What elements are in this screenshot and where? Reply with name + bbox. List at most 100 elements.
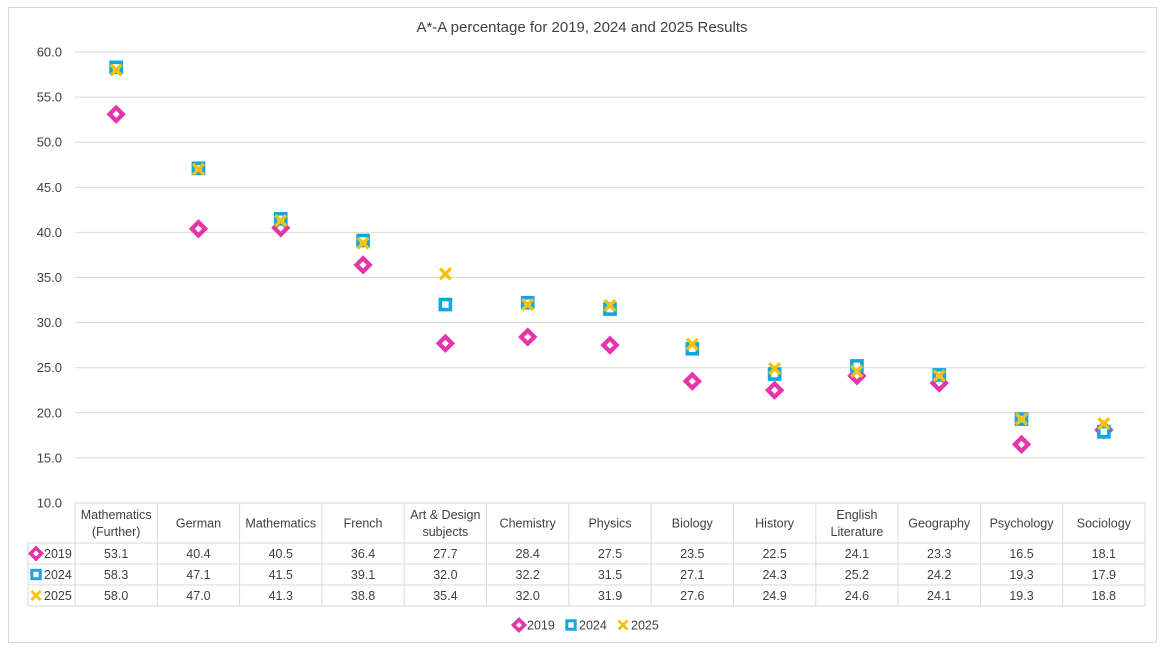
table-cell-value: 40.4 (186, 547, 210, 561)
data-point-2025 (521, 297, 535, 312)
table-cell-value: 40.5 (269, 547, 293, 561)
table-cell-value: 35.4 (433, 589, 457, 603)
y-tick-label: 15.0 (37, 450, 62, 465)
table-cell-value: 28.4 (516, 547, 540, 561)
table-cell-value: 27.7 (433, 547, 457, 561)
table-cell-value: 36.4 (351, 547, 375, 561)
data-point-2025 (274, 214, 288, 228)
y-tick-label: 55.0 (37, 90, 62, 105)
table-cell-value: 58.3 (104, 568, 128, 582)
table-cell-value: 41.3 (269, 589, 293, 603)
legend-label: 2025 (631, 619, 659, 633)
table-cell-value: 47.1 (186, 568, 210, 582)
y-tick-label: 25.0 (37, 360, 62, 375)
category-label: Psychology (990, 517, 1055, 531)
table-series-name: 2025 (44, 589, 72, 603)
data-point-2019 (188, 219, 209, 239)
category-label: subjects (422, 525, 468, 539)
chart-frame (8, 7, 1157, 643)
category-label: History (755, 517, 795, 531)
category-label: French (344, 517, 383, 531)
data-point-2025 (356, 236, 370, 250)
y-tick-label: 60.0 (37, 45, 62, 60)
table-cell-value: 47.0 (186, 589, 210, 603)
data-point-2025 (1014, 412, 1029, 426)
data-point-2019 (353, 255, 373, 275)
table-cell-value: 24.1 (845, 547, 869, 561)
legend-label: 2024 (579, 619, 607, 633)
category-label: English (836, 508, 877, 522)
table-cell-value: 31.9 (598, 589, 622, 603)
chart-title: A*-A percentage for 2019, 2024 and 2025 … (416, 19, 747, 36)
data-point-2025 (1097, 417, 1111, 431)
data-point-2025 (685, 337, 699, 351)
data-point-2019 (764, 380, 785, 400)
y-tick-label: 20.0 (37, 405, 62, 420)
table-cell-value: 24.6 (845, 589, 869, 603)
category-label: Physics (588, 517, 631, 531)
table-cell-value: 32.0 (433, 568, 457, 582)
table-cell-value: 24.2 (927, 568, 951, 582)
data-point-2024 (438, 297, 453, 312)
data-point-2025 (438, 267, 452, 281)
category-label: Mathematics (245, 517, 316, 531)
table-cell-value: 41.5 (269, 568, 293, 582)
table-cell-value: 24.9 (762, 589, 786, 603)
category-label: Literature (831, 525, 884, 539)
table-cell-value: 31.5 (598, 568, 622, 582)
table-cell-value: 23.5 (680, 547, 704, 561)
table-series-name: 2024 (44, 568, 72, 582)
data-point-2019 (435, 333, 456, 354)
data-point-2025 (603, 298, 617, 313)
legend: 2019 2024 2025 (510, 616, 659, 634)
table-cell-value: 16.5 (1009, 547, 1033, 561)
table-cell-value: 38.8 (351, 589, 375, 603)
table-cell-value: 24.1 (927, 589, 951, 603)
table-series-marker (30, 590, 42, 601)
legend-marker (565, 619, 577, 631)
category-label: Chemistry (500, 517, 557, 531)
table-cell-value: 24.3 (762, 568, 786, 582)
table-cell-value: 39.1 (351, 568, 375, 582)
y-tick-label: 50.0 (37, 135, 62, 150)
data-point-2019 (518, 327, 538, 347)
data-point-2025 (191, 162, 206, 176)
data-point-2019 (1011, 434, 1032, 455)
table-cell-value: 25.2 (845, 568, 869, 582)
data-point-2024 (1097, 424, 1111, 439)
grid-layer: 10.0 15.0 20.0 25.0 30.0 35.0 40.0 45.0 50.0 55.0… (37, 45, 1145, 511)
table-cell-value: 18.8 (1092, 589, 1116, 603)
table-cell-value: 27.6 (680, 589, 704, 603)
table-cell-value: 22.5 (762, 547, 786, 561)
y-tick-label: 30.0 (37, 315, 62, 330)
y-tick-label: 45.0 (37, 180, 62, 195)
table-cell-value: 53.1 (104, 547, 128, 561)
table-cell-value: 19.3 (1009, 589, 1033, 603)
table-series-name: 2019 (44, 547, 72, 561)
table-cell-value: 58.0 (104, 589, 128, 603)
category-label: (Further) (92, 525, 141, 539)
category-label: Geography (908, 517, 971, 531)
table-cell-value: 18.1 (1092, 547, 1116, 561)
category-label: German (176, 517, 221, 531)
y-tick-label: 40.0 (37, 225, 62, 240)
legend-marker (510, 616, 528, 634)
category-label: Biology (672, 517, 714, 531)
data-point-2019 (106, 104, 126, 124)
plot-marks (106, 60, 1114, 455)
table-series-marker (27, 545, 45, 562)
category-label: Mathematics (81, 508, 152, 522)
table-cell-value: 32.2 (516, 568, 540, 582)
table-cell-value: 23.3 (927, 547, 951, 561)
data-point-2019 (600, 335, 620, 355)
data-point-2025 (850, 364, 864, 378)
table-cell-value: 27.5 (598, 547, 622, 561)
table-cell-value: 19.3 (1009, 568, 1033, 582)
table-cell-value: 17.9 (1092, 568, 1116, 582)
data-point-2019 (682, 371, 702, 391)
y-tick-label: 35.0 (37, 270, 62, 285)
legend-label: 2019 (527, 619, 555, 633)
data-table: Mathematics (Further) German Mathematics Fre… (27, 502, 1146, 607)
legend-marker (617, 619, 629, 631)
